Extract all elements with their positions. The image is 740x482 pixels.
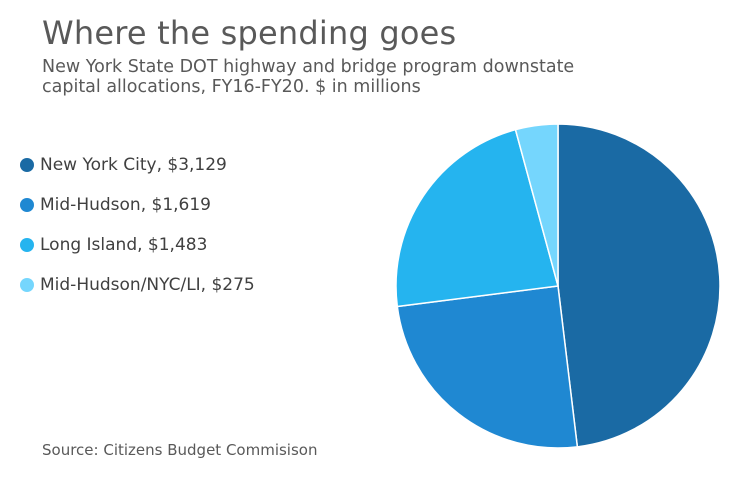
legend-swatch-mid-hudson [20,198,34,212]
legend-swatch-mid-hudson-nyc-li [20,278,34,292]
chart-title: Where the spending goes [42,14,457,52]
pie-slice-mid-hudson-nyc-li [514,123,559,287]
pie-slice-mid-hudson [396,285,579,449]
legend-swatch-new-york-city [20,158,34,172]
source-note: Source: Citizens Budget Commisison [42,441,318,459]
pie-slice-long-island [395,128,559,308]
legend: New York City, $3,129 Mid-Hudson, $1,619… [20,145,255,305]
legend-item-new-york-city: New York City, $3,129 [20,145,255,185]
subtitle-line-1: New York State DOT highway and bridge pr… [42,57,575,77]
legend-item-mid-hudson: Mid-Hudson, $1,619 [20,185,255,225]
legend-item-long-island: Long Island, $1,483 [20,225,255,265]
legend-label-mid-hudson: Mid-Hudson, $1,619 [40,195,211,215]
legend-label-new-york-city: New York City, $3,129 [40,155,227,175]
legend-item-mid-hudson-nyc-li: Mid-Hudson/NYC/LI, $275 [20,265,255,305]
legend-label-mid-hudson-nyc-li: Mid-Hudson/NYC/LI, $275 [40,275,255,295]
chart-subtitle: New York State DOT highway and bridge pr… [42,57,682,97]
pie-slice-new-york-city [557,123,721,448]
pie-chart [395,123,721,449]
subtitle-line-2: capital allocations, FY16-FY20. $ in mil… [42,77,421,97]
legend-swatch-long-island [20,238,34,252]
legend-label-long-island: Long Island, $1,483 [40,235,208,255]
